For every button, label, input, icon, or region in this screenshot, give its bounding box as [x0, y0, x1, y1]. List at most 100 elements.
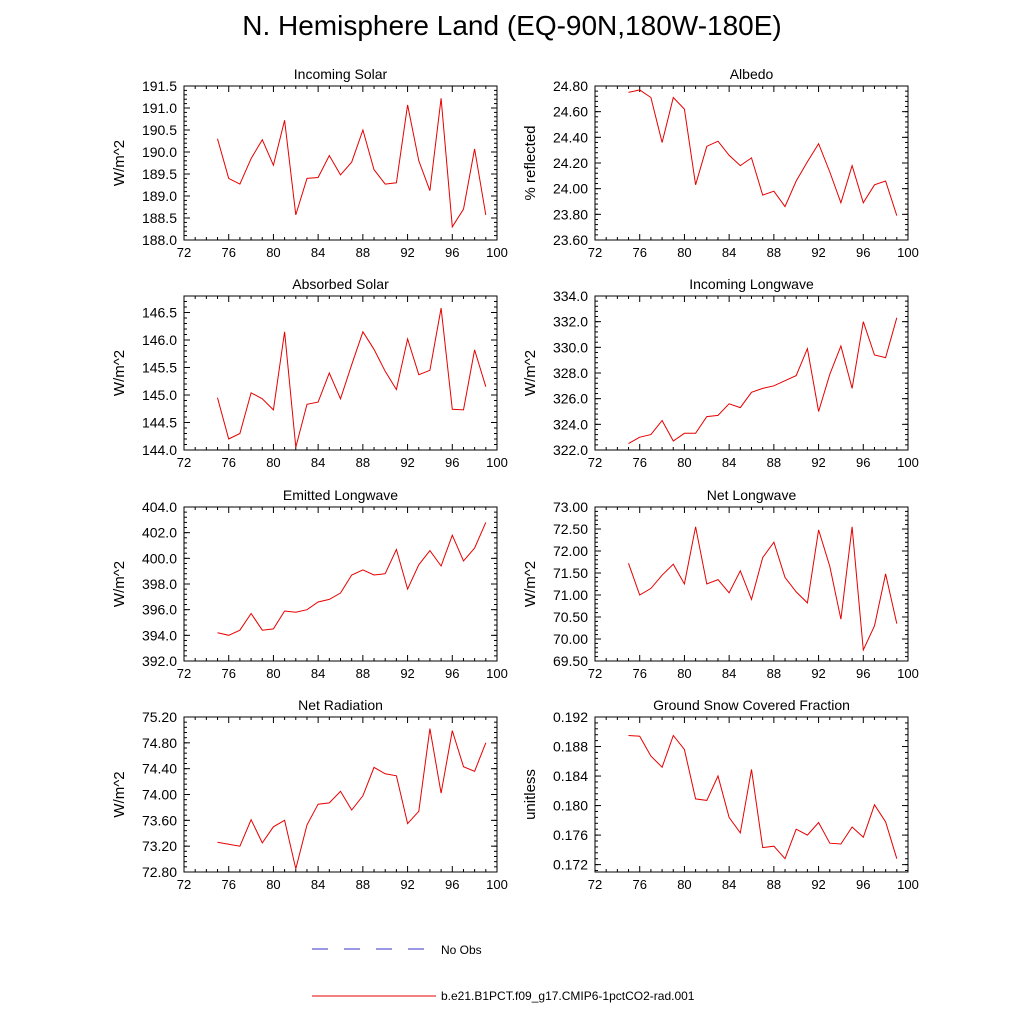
- y-tick-label: 191.5: [142, 78, 177, 94]
- plot-frame: [183, 85, 498, 241]
- x-tick-label: 76: [221, 245, 235, 260]
- x-tick-label: 72: [588, 877, 602, 892]
- y-axis-label: W/m^2: [522, 350, 539, 396]
- x-tick-label: 96: [445, 666, 459, 681]
- y-tick-label: 23.80: [553, 206, 588, 222]
- y-tick-label: 396.0: [142, 602, 177, 618]
- y-axis-label: W/m^2: [522, 561, 539, 607]
- x-tick-label: 100: [486, 245, 508, 260]
- x-tick-label: 72: [177, 666, 191, 681]
- series-line: [628, 317, 898, 445]
- x-tick-label: 96: [856, 245, 870, 260]
- x-tick-label: 96: [856, 455, 870, 470]
- plot-frame: [594, 506, 909, 662]
- x-tick-label: 88: [356, 877, 370, 892]
- x-tick-label: 80: [677, 245, 691, 260]
- panel-title: Net Longwave: [707, 487, 797, 503]
- x-tick-label: 72: [177, 455, 191, 470]
- y-tick-label: 71.00: [553, 587, 588, 603]
- y-tick-label: 190.0: [142, 144, 177, 160]
- x-tick-label: 88: [356, 245, 370, 260]
- legend-obs-label: No Obs: [441, 943, 482, 957]
- chart-panel-5: Emitted Longwave W/m^2 72 76 80 84 88 92 96 100 39…: [111, 487, 508, 681]
- chart-panel-2: Albedo % reflected 72 76 80 84 88 92 96 100 23.60 2…: [522, 66, 919, 260]
- series-line: [628, 526, 898, 652]
- series-line: [217, 308, 487, 448]
- x-tick-label: 72: [588, 245, 602, 260]
- x-tick-label: 96: [856, 877, 870, 892]
- y-tick-label: 404.0: [142, 499, 177, 515]
- x-tick-label: 92: [811, 666, 825, 681]
- series-line: [217, 522, 487, 636]
- y-tick-label: 0.188: [553, 739, 588, 755]
- y-axis-label: % reflected: [522, 125, 539, 200]
- x-tick-label: 84: [311, 877, 325, 892]
- y-tick-label: 322.0: [553, 442, 588, 458]
- y-tick-label: 334.0: [553, 288, 588, 304]
- x-tick-label: 84: [722, 245, 736, 260]
- y-tick-label: 332.0: [553, 314, 588, 330]
- x-tick-label: 100: [897, 455, 919, 470]
- x-tick-label: 100: [897, 666, 919, 681]
- y-tick-label: 72.00: [553, 543, 588, 559]
- y-tick-label: 70.00: [553, 631, 588, 647]
- y-tick-label: 188.0: [142, 232, 177, 248]
- y-tick-label: 146.0: [142, 332, 177, 348]
- chart-panel-3: Absorbed Solar W/m^2 72 76 80 84 88 92 96 100 144.…: [111, 276, 508, 470]
- chart-panel-7: Net Radiation W/m^2 72 76 80 84 88 92 96 100 72.80…: [111, 697, 508, 892]
- y-axis-label: W/m^2: [111, 561, 128, 607]
- x-tick-label: 80: [677, 666, 691, 681]
- y-tick-label: 24.80: [553, 78, 588, 94]
- x-tick-label: 76: [221, 877, 235, 892]
- y-tick-label: 189.5: [142, 166, 177, 182]
- y-tick-label: 144.5: [142, 415, 177, 431]
- x-tick-label: 92: [811, 455, 825, 470]
- x-tick-label: 88: [767, 245, 781, 260]
- x-tick-label: 76: [632, 666, 646, 681]
- y-tick-label: 0.172: [553, 857, 588, 873]
- y-axis-label: unitless: [522, 769, 539, 820]
- x-tick-label: 76: [221, 455, 235, 470]
- x-tick-label: 92: [400, 877, 414, 892]
- x-tick-label: 72: [177, 877, 191, 892]
- x-tick-label: 88: [767, 455, 781, 470]
- x-tick-label: 84: [722, 455, 736, 470]
- y-tick-label: 74.80: [142, 735, 177, 751]
- panel-title: Emitted Longwave: [283, 487, 398, 503]
- y-tick-label: 24.40: [553, 129, 588, 145]
- series-line: [628, 89, 898, 216]
- panel-title: Absorbed Solar: [292, 276, 389, 292]
- x-tick-label: 96: [445, 245, 459, 260]
- y-tick-label: 190.5: [142, 122, 177, 138]
- x-tick-label: 96: [856, 666, 870, 681]
- y-tick-label: 72.80: [142, 864, 177, 880]
- chart-panel-8: Ground Snow Covered Fraction unitless 72 76…: [522, 697, 919, 892]
- y-tick-label: 398.0: [142, 576, 177, 592]
- y-tick-label: 23.60: [553, 232, 588, 248]
- y-tick-label: 146.5: [142, 305, 177, 321]
- y-tick-label: 0.192: [553, 709, 588, 725]
- y-tick-label: 0.180: [553, 798, 588, 814]
- y-tick-label: 191.0: [142, 100, 177, 116]
- chart-panel-1: Incoming Solar W/m^2 72 76 80 84 88 92 96 100 188.…: [111, 66, 508, 260]
- x-tick-label: 84: [311, 245, 325, 260]
- y-tick-label: 71.50: [553, 565, 588, 581]
- x-tick-label: 76: [632, 455, 646, 470]
- y-tick-label: 189.0: [142, 188, 177, 204]
- x-tick-label: 80: [677, 455, 691, 470]
- y-tick-label: 392.0: [142, 653, 177, 669]
- panel-title: Incoming Longwave: [689, 276, 814, 292]
- y-tick-label: 75.20: [142, 709, 177, 725]
- x-tick-label: 76: [632, 245, 646, 260]
- x-tick-label: 72: [588, 455, 602, 470]
- x-tick-label: 100: [897, 877, 919, 892]
- x-tick-label: 92: [400, 245, 414, 260]
- x-tick-label: 100: [897, 245, 919, 260]
- y-tick-label: 400.0: [142, 550, 177, 566]
- x-tick-label: 76: [632, 877, 646, 892]
- y-axis-label: W/m^2: [111, 350, 128, 396]
- y-tick-label: 70.50: [553, 609, 588, 625]
- y-tick-label: 73.60: [142, 812, 177, 828]
- x-tick-label: 100: [486, 666, 508, 681]
